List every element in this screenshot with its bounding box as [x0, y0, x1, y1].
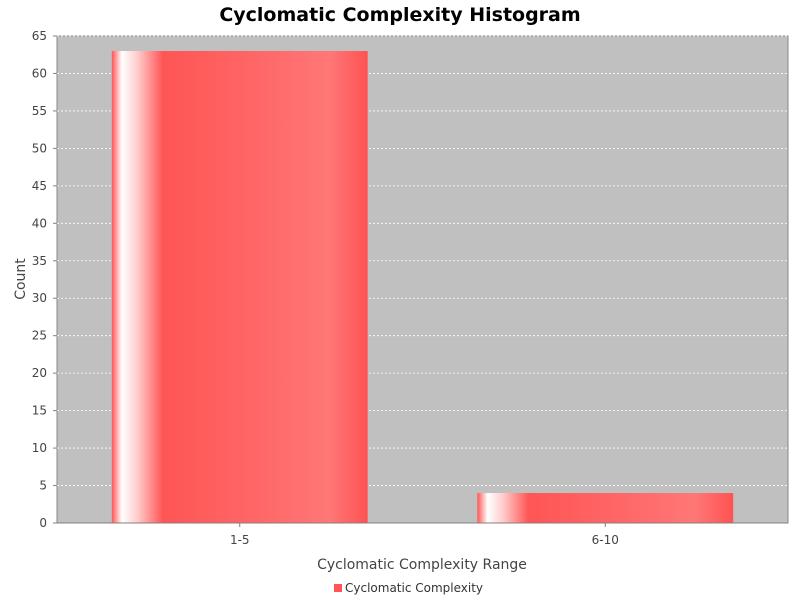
y-tick-label: 35 — [32, 254, 47, 268]
x-tick-label: 6-10 — [592, 533, 619, 547]
legend-label: Cyclomatic Complexity — [345, 581, 483, 595]
x-axis-ticks: 1-5 6-10 — [230, 523, 619, 547]
bar-1-5 — [111, 50, 368, 523]
y-axis-ticks: 0 5 10 15 20 25 30 35 40 45 50 55 60 65 — [32, 29, 57, 530]
bar-6-10 — [477, 493, 734, 523]
y-tick-label: 20 — [32, 366, 47, 380]
legend-swatch — [334, 584, 342, 592]
x-axis-label: Cyclomatic Complexity Range — [317, 557, 527, 573]
y-tick-label: 25 — [32, 329, 47, 343]
y-tick-label: 50 — [32, 141, 47, 155]
y-tick-label: 40 — [32, 216, 47, 230]
y-axis-label: Count — [13, 258, 29, 300]
y-tick-label: 5 — [39, 479, 47, 493]
y-tick-label: 15 — [32, 404, 47, 418]
bars — [111, 50, 734, 523]
y-tick-label: 30 — [32, 291, 47, 305]
x-tick-label: 1-5 — [230, 533, 250, 547]
legend: Cyclomatic Complexity — [334, 581, 483, 595]
y-tick-label: 0 — [39, 516, 47, 530]
y-tick-label: 65 — [32, 29, 47, 43]
y-tick-label: 10 — [32, 441, 47, 455]
y-tick-label: 55 — [32, 104, 47, 118]
y-tick-label: 60 — [32, 66, 47, 80]
chart-title: Cyclomatic Complexity Histogram — [219, 4, 580, 26]
y-tick-label: 45 — [32, 179, 47, 193]
